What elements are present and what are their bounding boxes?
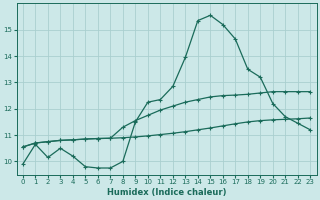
X-axis label: Humidex (Indice chaleur): Humidex (Indice chaleur) bbox=[107, 188, 226, 197]
